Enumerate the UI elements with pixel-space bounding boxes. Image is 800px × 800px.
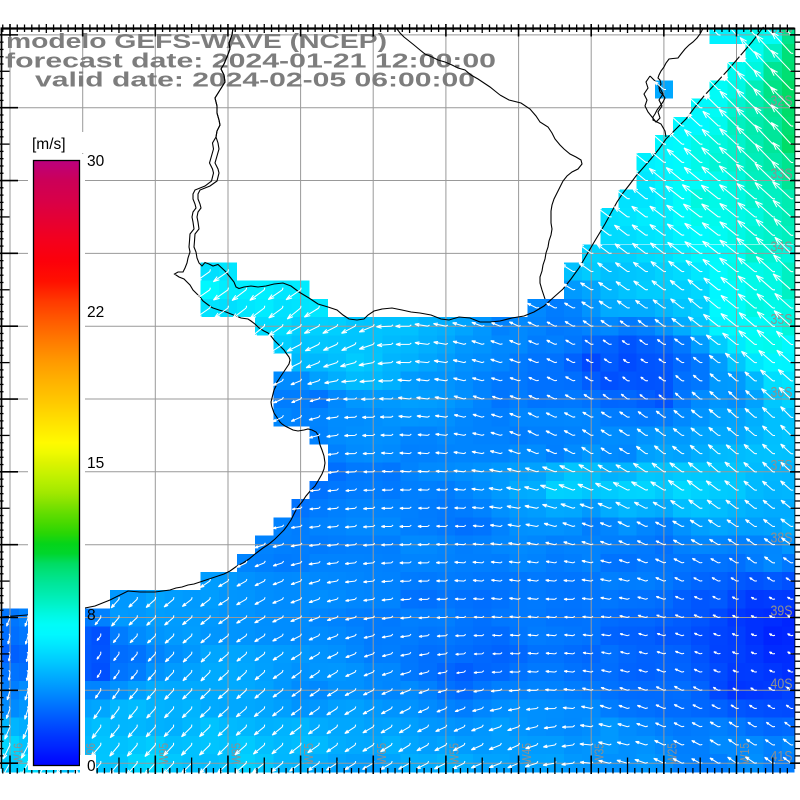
svg-text:31S: 31S [771,21,793,37]
svg-text:valid date: 2024-02-05 06:00:0: valid date: 2024-02-05 06:00:00 [35,70,475,92]
svg-text:W75: W75 [301,743,316,764]
svg-text:39S: 39S [771,604,793,620]
svg-text:0: 0 [87,758,96,775]
svg-text:[m/s]: [m/s] [32,136,66,153]
svg-text:W65: W65 [374,743,389,764]
svg-text:33S: 33S [771,167,793,183]
svg-text:32S: 32S [771,94,793,110]
svg-text:34S: 34S [771,239,793,255]
svg-text:W55: W55 [446,743,461,764]
svg-text:8: 8 [87,607,96,624]
svg-text:15: 15 [87,455,104,472]
svg-text:35S: 35S [771,312,793,328]
svg-text:forecast date: 2024-01-21 12:0: forecast date: 2024-01-21 12:00:00 [5,51,496,73]
svg-text:W16: W16 [11,743,26,764]
svg-text:modelo GEFS-WAVE (NCEP): modelo GEFS-WAVE (NCEP) [6,31,387,53]
svg-text:30: 30 [87,153,105,170]
svg-text:W35: W35 [592,743,607,764]
svg-text:W15: W15 [737,743,752,764]
svg-text:37S: 37S [771,458,793,474]
svg-text:W45: W45 [519,743,534,764]
svg-text:41S: 41S [771,749,793,765]
svg-text:22: 22 [87,304,104,321]
svg-text:W95: W95 [156,743,171,764]
